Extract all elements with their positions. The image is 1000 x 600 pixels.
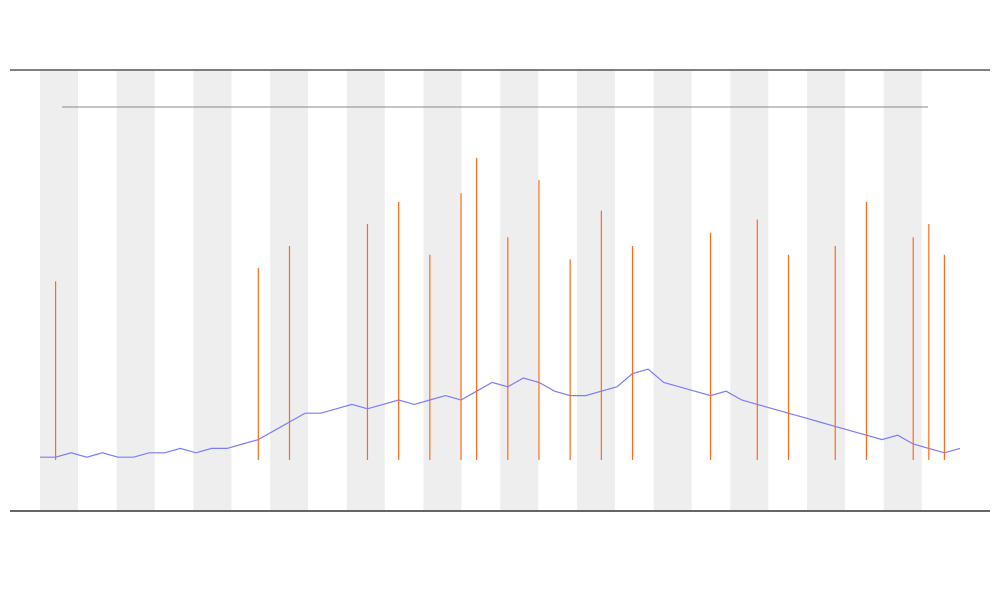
band	[807, 71, 845, 511]
band	[576, 71, 615, 511]
background-bands	[40, 71, 922, 511]
band	[193, 71, 232, 511]
band	[423, 71, 462, 511]
band	[116, 71, 155, 511]
band	[730, 71, 769, 511]
band	[40, 71, 78, 511]
band	[653, 71, 692, 511]
band	[500, 71, 539, 511]
series-line	[40, 368, 961, 458]
band	[346, 71, 385, 511]
